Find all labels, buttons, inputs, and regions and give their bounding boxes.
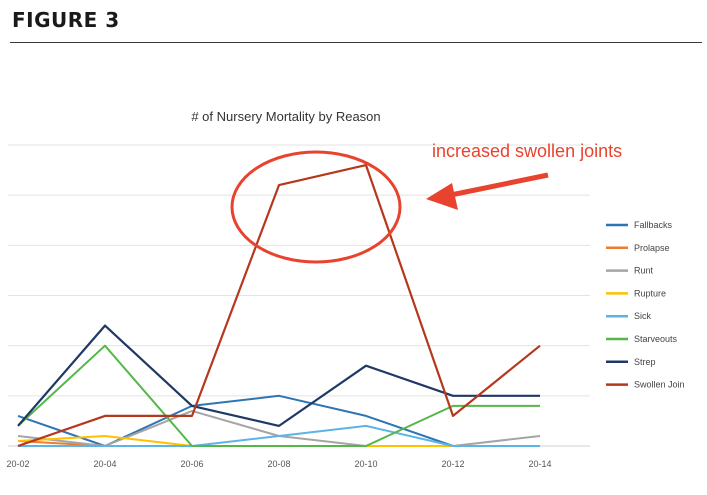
x-tick-label: 20-06 xyxy=(180,459,203,469)
x-tick-label: 20-14 xyxy=(528,459,551,469)
x-tick-labels: 20-02 20-04 20-06 20-08 20-10 20-12 20-14 xyxy=(6,459,551,469)
annotation-arrow-shaft xyxy=(445,172,549,199)
legend-label: Fallbacks xyxy=(634,220,673,230)
series-lines xyxy=(17,164,541,448)
series-line xyxy=(17,324,540,427)
series-line xyxy=(17,164,541,448)
annotation-text: increased swollen joints xyxy=(432,141,622,161)
x-tick-label: 20-08 xyxy=(267,459,290,469)
series-line xyxy=(17,394,540,447)
series-line xyxy=(17,344,540,447)
legend-label: Swollen Join xyxy=(634,380,685,390)
annotation-circle xyxy=(230,150,402,264)
legend-label: Sick xyxy=(634,311,652,321)
x-tick-label: 20-02 xyxy=(6,459,29,469)
legend-label: Rupture xyxy=(634,288,666,298)
x-tick-label: 20-12 xyxy=(441,459,464,469)
series-line xyxy=(18,424,540,447)
annotation-arrow-head xyxy=(426,183,458,210)
figure-label: FIGURE 3 xyxy=(12,8,120,32)
legend-label: Starveouts xyxy=(634,334,678,344)
legend-label: Strep xyxy=(634,357,656,367)
x-tick-label: 20-04 xyxy=(93,459,116,469)
legend-label: Runt xyxy=(634,266,654,276)
legend: Fallbacks Prolapse Runt Rupture Sick Starveou… xyxy=(606,220,685,390)
chart-title: # of Nursery Mortality by Reason xyxy=(191,109,380,124)
annotation: increased swollen joints xyxy=(230,141,622,264)
x-tick-label: 20-10 xyxy=(354,459,377,469)
series-line xyxy=(17,409,541,447)
legend-label: Prolapse xyxy=(634,243,670,253)
figure-rule xyxy=(10,42,702,43)
